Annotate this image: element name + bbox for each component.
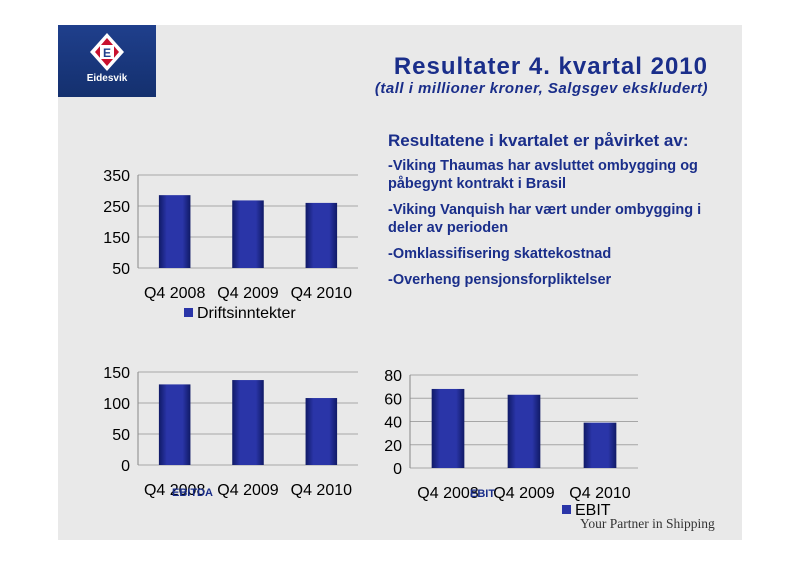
revenue-chart: 50 150 250 350 Q4 2008 Q4 2009 Q4 2010 Driftsin… — [103, 168, 358, 322]
logo-text: Eidesvik — [86, 73, 128, 84]
footer-tagline: Your Partner in Shipping — [580, 516, 715, 531]
y-tick-label: 150 — [103, 365, 130, 382]
bar — [158, 195, 191, 268]
x-tick-label: Q4 2009 — [493, 485, 554, 502]
bar — [232, 200, 264, 268]
note-item: -Omklassifisering skattekostnad — [388, 246, 612, 262]
bar — [431, 388, 465, 468]
notes-heading: Resultatene i kvartalet er påvirket av: — [388, 131, 689, 150]
y-tick-label: 20 — [384, 438, 402, 455]
bar — [232, 380, 264, 465]
bar — [507, 394, 541, 468]
logo-emblem-icon: E — [90, 33, 124, 71]
y-tick-label: 0 — [121, 458, 130, 475]
bar — [583, 422, 617, 468]
x-tick-label: Q4 2008 — [144, 285, 205, 302]
slide: E Eidesvik Resultater 4. kvartal 2010 (t… — [58, 25, 742, 540]
ebit-label: EBIT — [470, 488, 496, 500]
y-tick-label: 350 — [103, 168, 130, 185]
y-tick-label: 40 — [384, 415, 402, 432]
y-tick-label: 50 — [112, 427, 130, 444]
x-tick-label: Q4 2008 — [144, 482, 205, 499]
bar — [158, 384, 191, 465]
legend-label: EBIT — [575, 502, 611, 519]
y-tick-label: 60 — [384, 391, 402, 408]
y-tick-label: 50 — [112, 261, 130, 278]
bar — [305, 202, 338, 268]
x-tick-label: Q4 2009 — [217, 482, 278, 499]
note-item: -Overheng pensjonsforpliktelser — [388, 272, 612, 288]
legend-swatch — [184, 308, 193, 317]
y-tick-label: 150 — [103, 230, 130, 247]
bar — [305, 398, 338, 465]
x-tick-label: Q4 2010 — [569, 485, 630, 502]
note-item: -Viking Thaumas har avsluttet ombygging … — [388, 158, 698, 192]
x-tick-label: Q4 2010 — [291, 285, 352, 302]
ebitda-label: EBITDA — [172, 487, 213, 499]
notes-panel: Resultatene i kvartalet er påvirket av: … — [388, 131, 728, 297]
note-item: -Viking Vanquish har vært under ombyggin… — [388, 202, 702, 236]
y-tick-label: 100 — [103, 396, 130, 413]
ebitda-chart: 0 50 100 150 Q4 2008 Q4 2009 Q4 2010 — [103, 365, 358, 499]
legend-swatch — [562, 505, 571, 514]
x-tick-label: Q4 2009 — [217, 285, 278, 302]
y-tick-label: 0 — [393, 461, 402, 478]
legend-label: Driftsinntekter — [197, 305, 296, 322]
company-logo: E Eidesvik — [58, 25, 156, 97]
y-tick-label: 80 — [384, 368, 402, 385]
logo-letter: E — [103, 46, 111, 60]
page-subtitle: (tall i millioner kroner, Salgsgev ekskl… — [374, 80, 708, 97]
x-tick-label: Q4 2010 — [291, 482, 352, 499]
y-tick-label: 250 — [103, 199, 130, 216]
x-tick-label: Q4 2008 — [417, 485, 478, 502]
page-title: Resultater 4. kvartal 2010 — [393, 53, 708, 80]
